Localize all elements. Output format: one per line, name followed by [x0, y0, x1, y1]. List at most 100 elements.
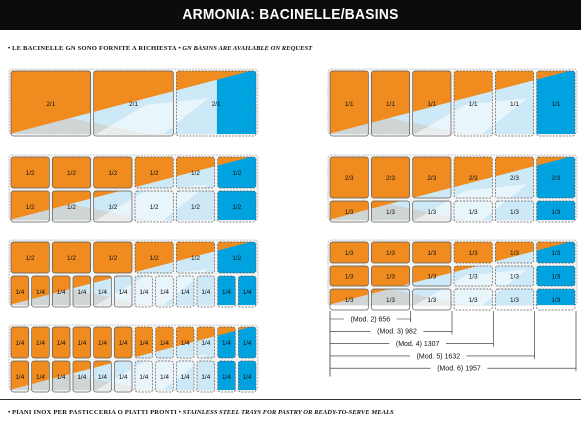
compartment-label: 1/2 [26, 255, 35, 262]
compartment-label: 1/2 [108, 170, 117, 177]
gn-compartment: 2/3 [536, 156, 576, 199]
compartment-label: 1/4 [57, 289, 66, 296]
gn-compartment: 1/4 [51, 275, 71, 308]
compartment-label: 2/3 [551, 175, 560, 182]
gn-compartment: 1/4 [93, 360, 112, 393]
gn-compartment: 1/4 [217, 275, 236, 308]
gn-compartment: 1/2 [134, 156, 174, 189]
compartment-label: 1/3 [345, 273, 354, 280]
compartment-label: 1/3 [427, 297, 436, 304]
gn-compartment: 2/3 [494, 156, 535, 199]
note-english-text: GN BASINS ARE AVAILABLE ON REQUEST [182, 45, 313, 52]
compartment-label: 1/4 [119, 289, 128, 296]
availability-note: • LE BACINELLE GN SONO FORNITE A RICHIES… [8, 45, 312, 52]
gn-compartment: 1/4 [51, 360, 71, 393]
compartment-label: 1/2 [67, 255, 76, 262]
compartment-label: 1/4 [222, 289, 231, 296]
gn-compartment: 1/4 [113, 275, 133, 308]
gn-compartment: 1/3 [329, 241, 369, 264]
compartment-label: 1/4 [181, 340, 190, 347]
gn-compartment: 1/4 [155, 275, 174, 308]
gn-compartment: 1/3 [329, 288, 369, 311]
gn-compartment: 1/2 [93, 190, 133, 223]
gn-compartment: 1/1 [412, 70, 452, 137]
note-english-text: STAINLESS STEEL TRAYS FOR PASTRY OR READ… [182, 409, 394, 416]
gn-compartment: 1/2 [51, 156, 92, 189]
gn-compartment: 1/4 [10, 360, 30, 393]
gn-compartment: 1/4 [134, 360, 154, 393]
gn-compartment: 1/4 [175, 360, 195, 393]
compartment-label: 1/4 [243, 374, 252, 381]
compartment-label: 1/4 [119, 340, 128, 347]
gn-compartment: 1/4 [31, 275, 50, 308]
gn-compartment: 1/4 [31, 326, 50, 359]
compartment-label: 1/4 [15, 289, 24, 296]
compartment-label: 1/3 [469, 250, 478, 257]
compartment-label: 1/3 [510, 297, 519, 304]
compartment-label: 1/1 [345, 101, 354, 108]
note-bullet: • [8, 409, 11, 416]
compartment-label: 1/3 [469, 273, 478, 280]
module-dimension-line: (Mod. 3) 982 [330, 311, 453, 336]
gn-compartment: 1/3 [329, 265, 369, 287]
compartment-label: 1/2 [67, 204, 76, 211]
compartment-label: 1/1 [386, 101, 395, 108]
note-italian-text: PIANI INOX PER PASTICCERIA O PIATTI PRON… [11, 409, 177, 416]
compartment-label: 2/3 [345, 175, 354, 182]
compartment-label: 1/3 [551, 250, 560, 257]
module-label: (Mod. 3) 982 [377, 329, 417, 336]
gn-compartment: 1/4 [196, 326, 216, 359]
gn-compartment: 1/2 [10, 241, 50, 274]
gn-compartment: 2/3 [329, 156, 369, 199]
note-separator: • [178, 45, 181, 52]
gn-compartment: 1/4 [51, 326, 71, 359]
module-dimension-line: (Mod. 6) 1957 [330, 311, 577, 373]
gn-compartment: 1/3 [536, 288, 576, 311]
compartment-label: 1/4 [139, 374, 148, 381]
gn-compartment: 1/4 [72, 275, 92, 308]
gn-compartment: 1/4 [10, 326, 30, 359]
module-dimension-line: (Mod. 4) 1307 [330, 311, 494, 348]
compartment-label: 1/2 [67, 170, 76, 177]
compartment-label: 1/3 [510, 209, 519, 216]
gn-compartment: 1/3 [536, 200, 576, 223]
gn-compartment: 1/1 [370, 70, 411, 137]
compartment-label: 1/2 [232, 170, 241, 177]
gn-compartment: 1/4 [237, 275, 257, 308]
gn-compartment: 1/2 [10, 156, 50, 189]
compartment-label: 1/2 [26, 170, 35, 177]
note-bullet: • [8, 45, 11, 52]
module-dimension-line: (Mod. 2) 656 [330, 311, 411, 323]
config-left-1-4: 1/4 1/4 1/4 1/4 1/4 1/4 1/4 1/4 1/4 1/4 1/4 1/4 1/4 1… [8, 324, 259, 393]
gn-compartment: 1/3 [370, 265, 411, 287]
compartment-label: 1/4 [201, 340, 210, 347]
compartment-label: 1/4 [36, 340, 45, 347]
compartment-label: 1/4 [181, 374, 190, 381]
compartment-label: 1/4 [201, 289, 210, 296]
gn-compartment: 2/3 [453, 156, 493, 199]
divider-line [0, 399, 581, 400]
gn-compartment: 1/2 [217, 241, 257, 274]
gn-compartment: 1/2 [217, 190, 257, 223]
compartment-label: 1/4 [15, 374, 24, 381]
gn-compartment: 2/3 [412, 156, 452, 199]
gn-compartment: 1/4 [113, 360, 133, 393]
compartment-label: 1/2 [26, 204, 35, 211]
compartment-label: 2/3 [386, 175, 395, 182]
compartment-label: 1/4 [77, 340, 86, 347]
compartment-label: 2/1 [129, 101, 138, 108]
gn-compartment: 1/3 [494, 241, 535, 264]
gn-compartment: 1/4 [237, 326, 257, 359]
compartment-label: 2/3 [510, 175, 519, 182]
gn-compartment: 1/3 [412, 288, 452, 311]
module-dimensions: (Mod. 2) 656 (Mod. 3) 982 (Mod. 4) 1307 (Mo… [329, 311, 577, 377]
gn-compartment: 1/1 [329, 70, 369, 137]
compartment-label: 2/3 [427, 175, 436, 182]
gn-compartment: 1/4 [10, 275, 30, 308]
compartment-label: 1/4 [57, 374, 66, 381]
compartment-label: 1/3 [469, 297, 478, 304]
gn-compartment: 1/2 [175, 190, 216, 223]
compartment-label: 1/3 [551, 273, 560, 280]
gn-compartment: 1/3 [536, 265, 576, 287]
compartment-label: 1/2 [150, 170, 159, 177]
